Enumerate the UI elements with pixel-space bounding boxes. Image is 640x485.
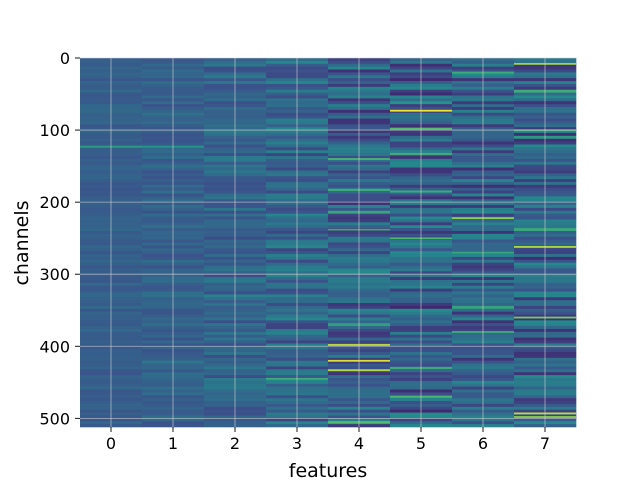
y-tick-label: 0 xyxy=(60,49,70,68)
x-tick-label: 1 xyxy=(168,434,178,453)
y-tick-label: 500 xyxy=(39,409,70,428)
y-tick-label: 100 xyxy=(39,121,70,140)
grid-lines xyxy=(80,57,576,427)
y-tick-label: 300 xyxy=(39,265,70,284)
x-axis-label: features xyxy=(289,460,368,480)
x-tick-label: 3 xyxy=(292,434,302,453)
y-tick-label: 400 xyxy=(39,337,70,356)
x-tick-label: 4 xyxy=(354,434,364,453)
axis-ticks: 0 1 2 3 4 5 6 7 0 100 200 300 400 500 xyxy=(39,49,550,453)
x-tick-label: 5 xyxy=(416,434,426,453)
x-tick-label: 6 xyxy=(478,434,488,453)
x-tick-label: 0 xyxy=(106,434,116,453)
plot-area xyxy=(80,58,577,428)
y-axis-label: channels xyxy=(11,200,33,285)
y-tick-label: 200 xyxy=(39,193,70,212)
x-tick-label: 2 xyxy=(230,434,240,453)
x-tick-label: 7 xyxy=(540,434,550,453)
